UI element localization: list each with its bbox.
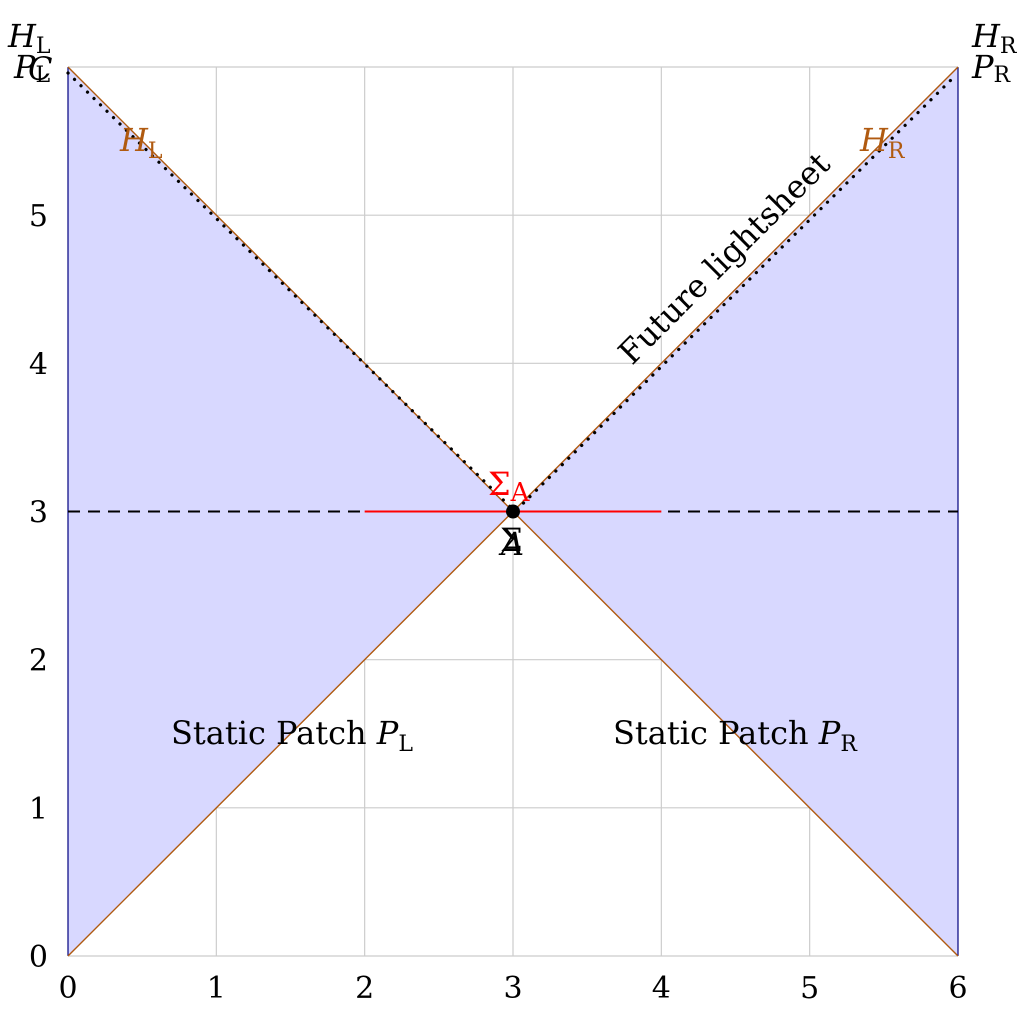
y-tick-label: 5 [29,199,48,234]
x-tick-label: 1 [207,971,226,1006]
corner-p-right-label: PR [971,48,1012,88]
y-tick-label: 2 [29,644,48,679]
y-tick-label: 1 [29,792,48,827]
y-tick-label: 3 [29,496,48,531]
x-tick-label: 3 [503,971,522,1006]
horizon-line-lower-left [67,511,514,957]
horizon-line-upper-right [512,66,959,512]
x-tick-label: 0 [58,971,77,1006]
corner-h-left-label: HL [7,17,51,59]
x-tick-label: 5 [800,971,819,1006]
x-tick-label: 6 [948,971,967,1006]
x-tick-label: 2 [355,971,374,1006]
corner-p-left-label: PL [13,48,51,88]
x-tick-label: 4 [652,971,671,1006]
static-patch-right-label: Static Patch PR [613,714,858,757]
sigma-label: Σ [500,521,523,559]
point-a-label: A [498,525,524,563]
sigma-a-label: ΣA [488,465,531,508]
horizon-left-inner-label: HL [119,121,163,164]
lightsheet-left-dotted [66,71,515,512]
point-a-dot [506,504,520,519]
horizon-right-inner-label: HR [859,121,906,164]
y-tick-label: 4 [29,347,48,382]
corner-c-left-label: C [28,50,52,88]
y-tick-labels: 0 1 2 3 4 5 [29,199,48,975]
static-patch-left-label: Static Patch PL [171,714,413,757]
x-tick-labels: 0 1 2 3 4 5 6 [58,971,967,1006]
horizon-line-lower-right [512,511,959,957]
y-tick-label: 0 [29,940,48,975]
corner-h-right-label: HR [971,17,1018,59]
